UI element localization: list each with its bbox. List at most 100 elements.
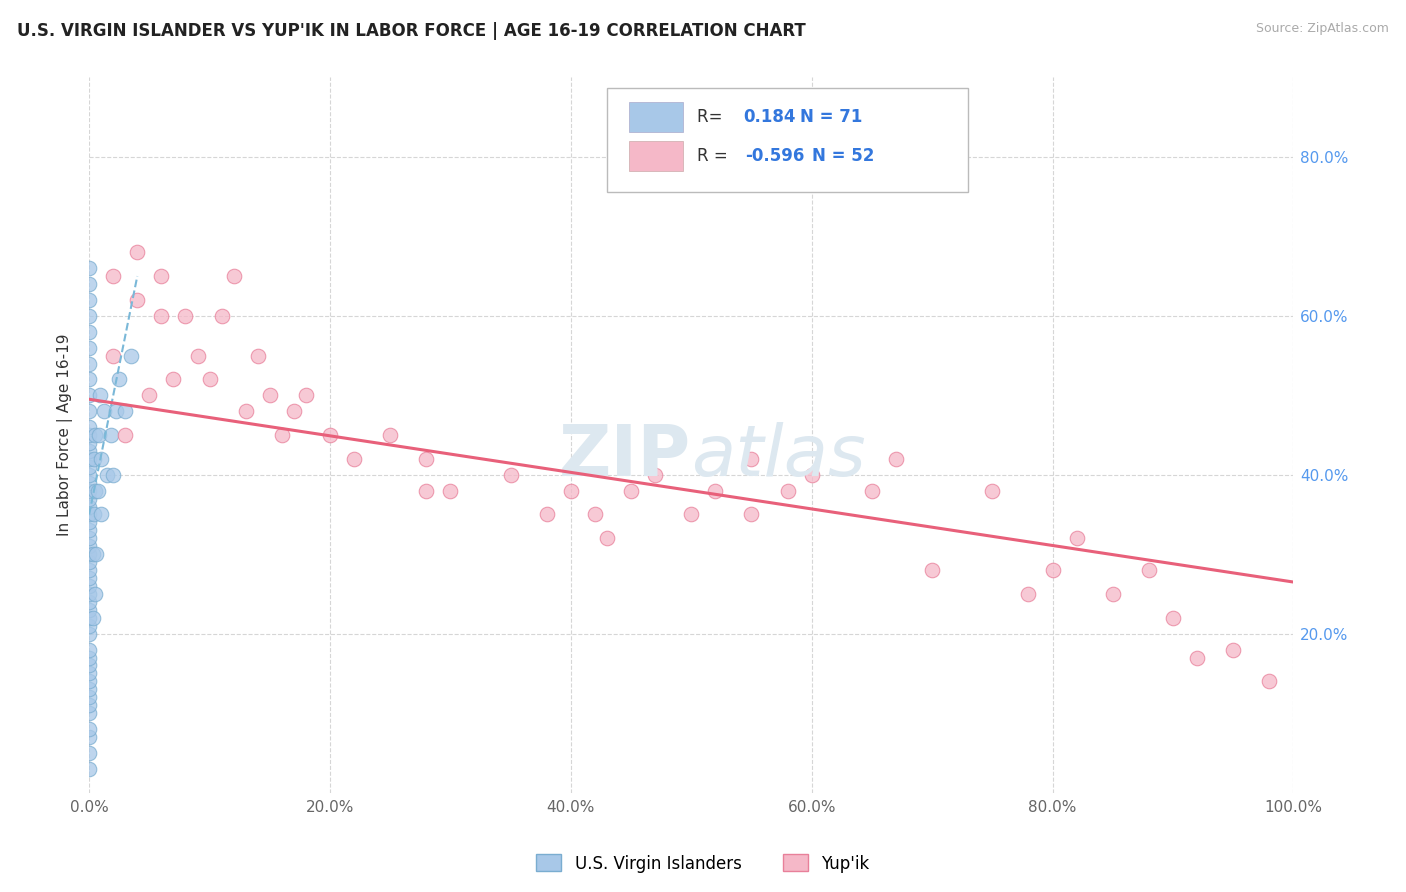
Point [77, 388, 100, 402]
Point [343, 451, 366, 466]
Point [246, 349, 269, 363]
Point [83, 508, 105, 522]
Point [162, 372, 184, 386]
Point [583, 508, 606, 522]
Point [77, 619, 100, 633]
Point [77, 762, 100, 776]
Point [77, 404, 100, 418]
Point [77, 595, 100, 609]
Text: -0.596: -0.596 [745, 147, 804, 165]
Point [77, 420, 100, 434]
Point [1185, 650, 1208, 665]
Point [100, 428, 122, 442]
Point [77, 277, 100, 291]
Point [776, 483, 799, 498]
Point [259, 388, 281, 402]
Point [77, 293, 100, 307]
Point [77, 650, 100, 665]
Point [150, 309, 173, 323]
Text: U.S. VIRGIN ISLANDER VS YUP'IK IN LABOR FORCE | AGE 16-19 CORRELATION CHART: U.S. VIRGIN ISLANDER VS YUP'IK IN LABOR … [17, 22, 806, 40]
Point [77, 459, 100, 474]
Point [1137, 563, 1160, 577]
Point [90, 508, 112, 522]
Text: Source: ZipAtlas.com: Source: ZipAtlas.com [1256, 22, 1389, 36]
Point [87, 428, 110, 442]
Point [77, 698, 100, 713]
Point [108, 372, 131, 386]
Text: R =: R = [697, 147, 734, 165]
Point [96, 467, 118, 482]
Point [560, 483, 582, 498]
Point [77, 611, 100, 625]
Point [174, 309, 197, 323]
Point [127, 293, 149, 307]
Point [84, 587, 107, 601]
Point [415, 483, 437, 498]
Point [77, 467, 100, 482]
Point [222, 269, 245, 284]
Point [270, 428, 292, 442]
Point [84, 483, 107, 498]
Point [704, 483, 727, 498]
Point [77, 261, 100, 276]
Point [77, 341, 100, 355]
Text: ZIP: ZIP [560, 422, 692, 491]
Point [77, 524, 100, 538]
Point [319, 428, 342, 442]
Point [644, 467, 666, 482]
Point [283, 404, 305, 418]
Point [77, 674, 100, 689]
Point [921, 563, 943, 577]
Point [150, 269, 173, 284]
Point [86, 547, 108, 561]
Point [77, 730, 100, 744]
Text: N = 71: N = 71 [800, 108, 862, 126]
Point [77, 722, 100, 736]
Point [77, 563, 100, 577]
Point [499, 467, 522, 482]
Point [198, 372, 221, 386]
Point [77, 626, 100, 640]
Point [77, 325, 100, 339]
Point [77, 500, 100, 514]
Point [77, 539, 100, 553]
Point [77, 451, 100, 466]
Point [77, 516, 100, 530]
Point [1066, 532, 1088, 546]
Point [77, 436, 100, 450]
Point [103, 349, 125, 363]
Point [596, 532, 619, 546]
Point [103, 269, 125, 284]
Point [439, 483, 461, 498]
FancyBboxPatch shape [628, 141, 683, 171]
Y-axis label: In Labor Force | Age 16-19: In Labor Force | Age 16-19 [58, 334, 73, 536]
Point [82, 611, 104, 625]
Point [77, 706, 100, 720]
Point [800, 467, 823, 482]
Point [1042, 563, 1064, 577]
Point [114, 428, 136, 442]
Point [380, 428, 402, 442]
Point [77, 579, 100, 593]
Point [77, 444, 100, 458]
Point [114, 404, 136, 418]
Text: R=: R= [697, 108, 728, 126]
Point [884, 451, 907, 466]
Point [981, 483, 1004, 498]
Point [620, 483, 643, 498]
FancyBboxPatch shape [628, 102, 683, 132]
Point [1017, 587, 1039, 601]
Point [77, 475, 100, 490]
Point [860, 483, 883, 498]
Point [77, 571, 100, 585]
Point [77, 357, 100, 371]
Point [77, 666, 100, 681]
Point [77, 746, 100, 760]
Point [104, 404, 127, 418]
Point [89, 388, 111, 402]
Point [1161, 611, 1184, 625]
Point [77, 547, 100, 561]
Point [86, 483, 108, 498]
Point [77, 309, 100, 323]
FancyBboxPatch shape [607, 88, 969, 192]
